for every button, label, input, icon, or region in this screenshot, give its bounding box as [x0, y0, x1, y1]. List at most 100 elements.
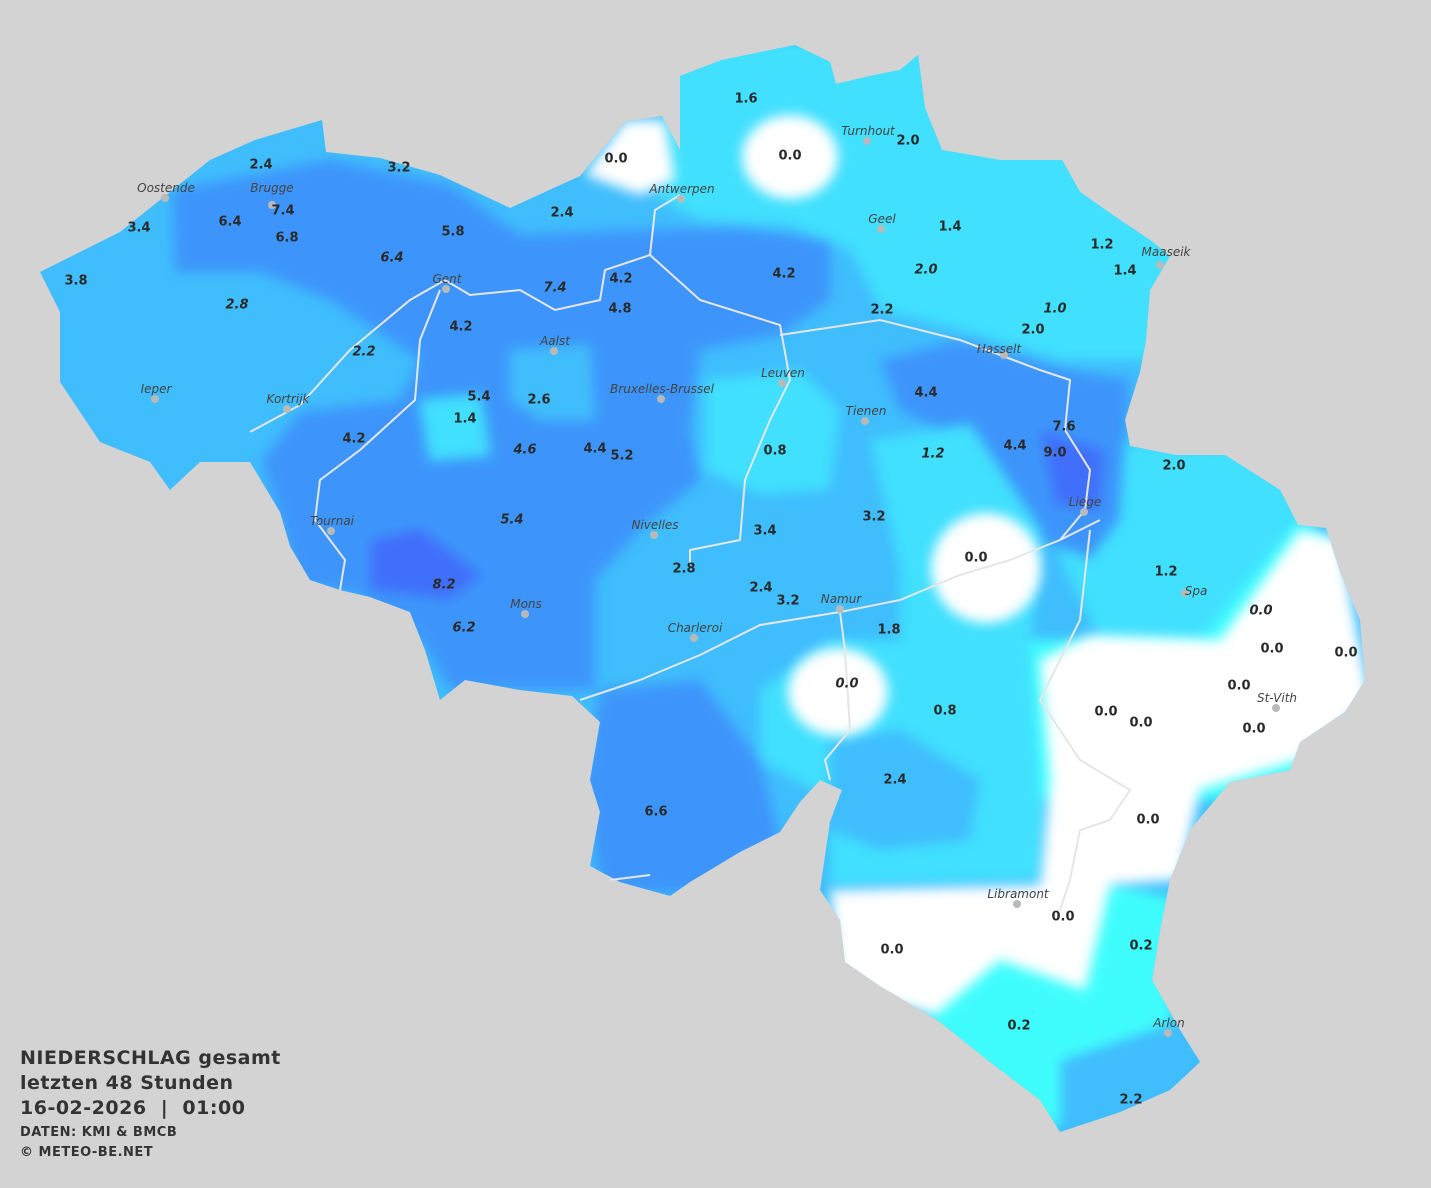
precipitation-value: 0.0 — [1227, 678, 1251, 694]
city-marker — [877, 225, 885, 233]
zone-very-high-liege — [1040, 430, 1105, 510]
precipitation-value: 2.0 — [1162, 458, 1186, 474]
city-marker — [550, 347, 558, 355]
city-marker — [161, 194, 169, 202]
city-label: Leuven — [761, 366, 805, 380]
zone-zero-turnhout — [742, 115, 838, 199]
city-label: Mons — [510, 597, 542, 611]
city-label: Bruxelles-Brussel — [610, 382, 714, 396]
legend-period: letzten 48 Stunden — [20, 1072, 234, 1094]
precipitation-value: 7.4 — [271, 203, 295, 219]
precipitation-value: 0.0 — [604, 151, 628, 167]
precipitation-value: 3.2 — [862, 509, 886, 525]
city-marker — [778, 379, 786, 387]
precipitation-value: 3.4 — [127, 220, 151, 236]
city-marker — [327, 527, 335, 535]
city-label: Kortrijk — [266, 392, 310, 406]
city-marker — [1156, 261, 1164, 269]
city-marker — [657, 395, 665, 403]
river-coast — [609, 874, 651, 881]
precipitation-value: 2.4 — [883, 772, 907, 788]
map-legend: NIEDERSCHLAG gesamt letzten 48 Stunden 1… — [20, 1046, 281, 1163]
city-marker — [268, 201, 276, 209]
city-label: Nivelles — [631, 518, 679, 532]
city-label: Brugge — [250, 181, 294, 195]
precipitation-value: 2.8 — [225, 297, 249, 313]
city-marker — [1080, 508, 1088, 516]
city-marker — [442, 285, 450, 293]
precipitation-value: 3.2 — [776, 593, 800, 609]
precipitation-value: 0.0 — [835, 676, 859, 692]
precipitation-value: 5.4 — [500, 512, 524, 528]
precipitation-value: 0.8 — [763, 443, 787, 459]
city-label: Maaseik — [1141, 245, 1191, 259]
precipitation-value: 6.6 — [644, 804, 668, 820]
city-label: Aalst — [540, 334, 570, 348]
precipitation-value: 0.0 — [1242, 721, 1266, 737]
precipitation-value: 1.6 — [734, 91, 758, 107]
precipitation-value: 0.8 — [933, 703, 957, 719]
precipitation-value: 6.8 — [275, 230, 299, 246]
precipitation-value: 2.4 — [749, 580, 773, 596]
zone-zero-namur — [788, 648, 888, 736]
precipitation-value: 1.4 — [938, 219, 962, 235]
precipitation-value: 1.2 — [921, 446, 945, 462]
precipitation-value: 3.2 — [387, 160, 411, 176]
city-label: Gent — [432, 272, 462, 286]
city-label: Arlon — [1153, 1016, 1185, 1030]
city-label: Turnhout — [841, 124, 895, 138]
precipitation-value: 0.0 — [880, 942, 904, 958]
precipitation-value: 0.2 — [1007, 1018, 1031, 1034]
precipitation-value: 2.4 — [550, 205, 574, 221]
river-leie — [313, 289, 441, 591]
precipitation-value: 4.2 — [772, 266, 796, 282]
legend-source: DATEN: KMI & BMCB — [20, 1125, 178, 1140]
legend-datetime: 16-02-2026 | 01:00 — [20, 1097, 246, 1119]
precipitation-value: 3.8 — [64, 273, 88, 289]
city-label: Hasselt — [976, 342, 1022, 356]
precipitation-value: 2.0 — [1021, 322, 1045, 338]
river-sambre-meuse — [579, 519, 1101, 701]
legend-title: NIEDERSCHLAG gesamt — [20, 1047, 281, 1069]
zone-medium-arlon — [1060, 1020, 1205, 1130]
precipitation-value: 5.2 — [610, 448, 634, 464]
precipitation-value: 8.2 — [432, 577, 456, 593]
zone-medium-south — [830, 730, 980, 850]
city-label: Geel — [868, 212, 896, 226]
river-dijle — [649, 254, 792, 565]
precipitation-value: 5.8 — [441, 224, 465, 240]
precipitation-value: 6.4 — [218, 214, 242, 230]
city-label: Antwerpen — [649, 182, 715, 196]
zone-low-kortrijk — [420, 395, 490, 460]
city-marker — [836, 605, 844, 613]
precipitation-value: 4.2 — [342, 431, 366, 447]
river-maas-south — [823, 611, 852, 781]
city-marker — [1164, 1029, 1172, 1037]
zone-very-high-tournai — [370, 528, 482, 600]
city-marker — [677, 195, 685, 203]
city-marker — [1000, 351, 1008, 359]
city-label: Charleroi — [667, 621, 723, 635]
precipitation-value: 0.0 — [1136, 812, 1160, 828]
city-label: St-Vith — [1256, 691, 1298, 705]
city-marker — [861, 417, 869, 425]
city-label: Oostende — [137, 181, 195, 195]
city-label: Liege — [1068, 495, 1102, 509]
precipitation-value: 2.0 — [914, 262, 938, 278]
precipitation-value: 1.2 — [1090, 237, 1114, 253]
precipitation-value: 4.6 — [513, 442, 537, 458]
precipitation-value: 4.2 — [449, 319, 473, 335]
city-marker — [151, 395, 159, 403]
legend-copyright: © METEO-BE.NET — [20, 1145, 154, 1160]
precipitation-value: 1.2 — [1154, 564, 1178, 580]
city-marker — [1272, 704, 1280, 712]
city-label: Tournai — [309, 514, 355, 528]
precipitation-value: 1.4 — [1113, 263, 1137, 279]
precipitation-value: 0.0 — [1334, 645, 1358, 661]
precipitation-value: 0.0 — [1094, 704, 1118, 720]
precipitation-value: 7.6 — [1052, 419, 1076, 435]
precipitation-value: 4.2 — [609, 271, 633, 287]
precipitation-value: 1.8 — [877, 622, 901, 638]
precipitation-value: 2.2 — [870, 302, 894, 318]
